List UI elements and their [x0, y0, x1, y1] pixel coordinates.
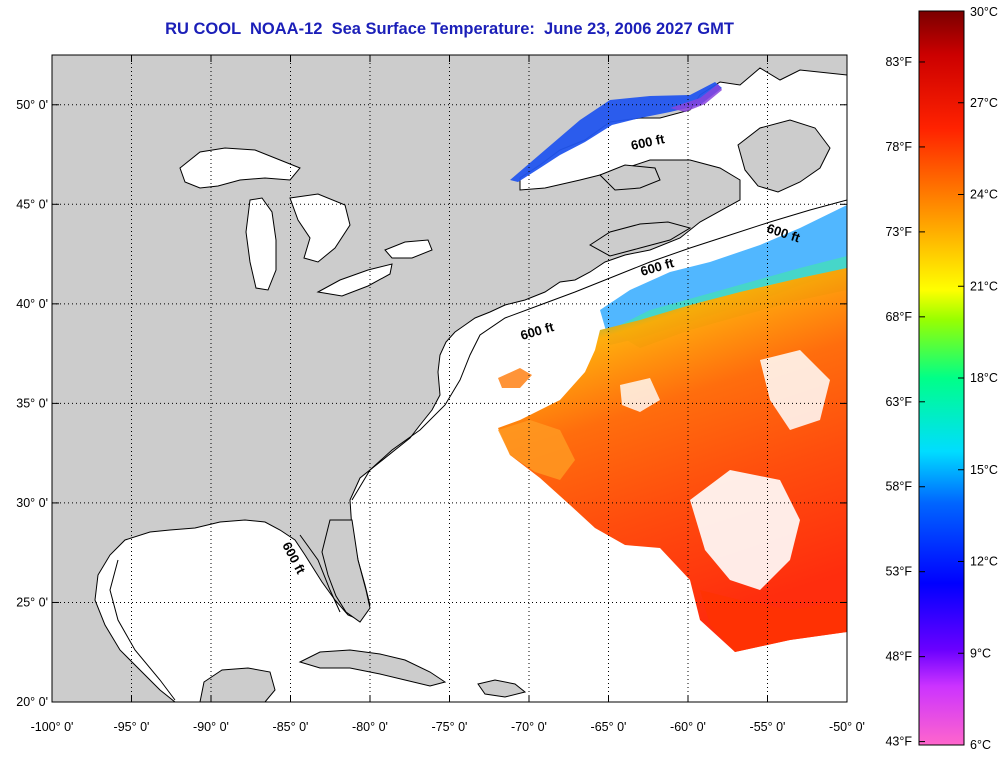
colorbar-fahrenheit-label: 63°F [885, 395, 912, 409]
colorbar-celsius-label: 9°C [970, 646, 991, 660]
lake-huron [289, 193, 351, 263]
colorbar-fahrenheit-labels: 83°F 78°F 73°F 68°F 63°F 58°F 53°F 48°F 43°F [885, 55, 925, 749]
lat-tick-label: 40° 0' [16, 297, 48, 311]
colorbar-celsius-label: 15°C [970, 463, 998, 477]
colorbar-fahrenheit-label: 83°F [885, 55, 912, 69]
cloud-gap-2 [760, 350, 830, 430]
colorbar-fahrenheit-label: 53°F [885, 565, 912, 579]
lake-ontario [384, 239, 433, 259]
sst-warm-patch [498, 420, 575, 480]
lon-tick-label: -90° 0' [193, 720, 229, 734]
map-title: RU COOL NOAA-12 Sea Surface Temperature:… [165, 20, 734, 38]
isobath-line [109, 199, 847, 701]
land-nova-scotia [589, 221, 692, 257]
colorbar-celsius-label: 30°C [970, 5, 998, 19]
sst-south-speckle [700, 590, 847, 652]
lat-tick-label: 30° 0' [16, 496, 48, 510]
colorbar-celsius-label: 18°C [970, 371, 998, 385]
lon-tick-label: -70° 0' [511, 720, 547, 734]
land-newfoundland [737, 119, 831, 193]
isobath-label-1: 600 ft [630, 131, 667, 153]
lake-michigan [245, 197, 277, 291]
land-gaspe [599, 164, 661, 191]
colorbar-celsius-labels: 30°C 27°C 24°C 21°C 18°C 15°C 12°C 9°C 6°C [958, 5, 998, 752]
lat-tick-label: 35° 0' [16, 396, 48, 410]
colorbar-fahrenheit-label: 68°F [885, 310, 912, 324]
longitude-axis: -100° 0' -95° 0' -90° 0' -85° 0' -80° 0' -75°… [31, 55, 865, 734]
colorbar-celsius-label: 6°C [970, 738, 991, 752]
lon-tick-label: -100° 0' [31, 720, 74, 734]
lake-erie [316, 263, 393, 297]
lon-tick-label: -85° 0' [273, 720, 309, 734]
lat-tick-label: 45° 0' [16, 197, 48, 211]
lat-tick-label: 25° 0' [16, 595, 48, 609]
lat-tick-label: 20° 0' [16, 695, 48, 709]
land-yucatan [199, 667, 276, 702]
colorbar-fahrenheit-label: 43°F [885, 735, 912, 749]
lon-tick-label: -75° 0' [432, 720, 468, 734]
colorbar-celsius-label: 27°C [970, 96, 998, 110]
cloud-gap-3 [620, 378, 660, 412]
lon-tick-label: -65° 0' [591, 720, 627, 734]
colorbar-celsius-label: 21°C [970, 279, 998, 293]
lat-tick-label: 50° 0' [16, 98, 48, 112]
lon-tick-label: -55° 0' [750, 720, 786, 734]
colorbar-fahrenheit-label: 78°F [885, 140, 912, 154]
colorbar-celsius-label: 12°C [970, 555, 998, 569]
cloud-gap-1 [690, 470, 800, 590]
colorbar-celsius-label: 24°C [970, 188, 998, 202]
latitude-axis: 20° 0' 25° 0' 30° 0' 35° 0' 40° 0' 45° 0' 50° … [16, 98, 847, 709]
sst-st-lawrence [510, 82, 722, 182]
map-area [52, 55, 847, 702]
colorbar-fahrenheit-label: 58°F [885, 480, 912, 494]
colorbar: 30°C 27°C 24°C 21°C 18°C 15°C 12°C 9°C 6°C 83°F 7… [885, 5, 997, 752]
colorbar-fahrenheit-label: 73°F [885, 225, 912, 239]
sst-st-lawrence-purple [670, 84, 722, 112]
sst-small-patch [498, 368, 532, 388]
land-cuba [298, 649, 447, 687]
lon-tick-label: -80° 0' [352, 720, 388, 734]
lon-tick-label: -50° 0' [829, 720, 865, 734]
land-florida [321, 519, 371, 623]
colorbar-fahrenheit-label: 48°F [885, 650, 912, 664]
colorbar-gradient [918, 10, 965, 746]
lon-tick-label: -95° 0' [114, 720, 150, 734]
land-hispaniola [477, 679, 527, 698]
lon-tick-label: -60° 0' [670, 720, 706, 734]
graticule [52, 55, 847, 702]
